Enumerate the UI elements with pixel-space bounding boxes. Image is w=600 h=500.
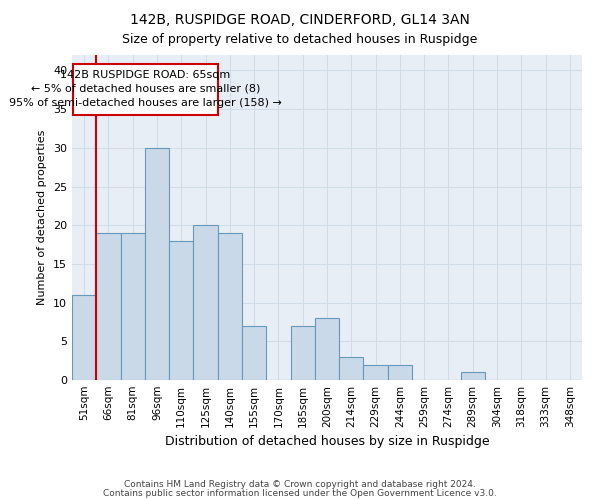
Bar	[315, 318, 339, 380]
Text: Size of property relative to detached houses in Ruspidge: Size of property relative to detached ho…	[122, 32, 478, 46]
Bar	[218, 233, 242, 380]
Bar	[339, 357, 364, 380]
Text: 142B RUSPIDGE ROAD: 65sqm: 142B RUSPIDGE ROAD: 65sqm	[61, 70, 231, 80]
Y-axis label: Number of detached properties: Number of detached properties	[37, 130, 47, 305]
Bar	[145, 148, 169, 380]
Text: Contains HM Land Registry data © Crown copyright and database right 2024.: Contains HM Land Registry data © Crown c…	[124, 480, 476, 489]
Bar	[193, 225, 218, 380]
Bar	[72, 295, 96, 380]
Bar	[121, 233, 145, 380]
Text: ← 5% of detached houses are smaller (8): ← 5% of detached houses are smaller (8)	[31, 84, 260, 94]
X-axis label: Distribution of detached houses by size in Ruspidge: Distribution of detached houses by size …	[164, 436, 490, 448]
Text: 95% of semi-detached houses are larger (158) →: 95% of semi-detached houses are larger (…	[9, 98, 282, 108]
Bar	[242, 326, 266, 380]
Bar	[73, 64, 218, 116]
Bar	[364, 364, 388, 380]
Bar	[290, 326, 315, 380]
Bar	[169, 240, 193, 380]
Bar	[96, 233, 121, 380]
Text: 142B, RUSPIDGE ROAD, CINDERFORD, GL14 3AN: 142B, RUSPIDGE ROAD, CINDERFORD, GL14 3A…	[130, 12, 470, 26]
Text: Contains public sector information licensed under the Open Government Licence v3: Contains public sector information licen…	[103, 489, 497, 498]
Bar	[388, 364, 412, 380]
Bar	[461, 372, 485, 380]
